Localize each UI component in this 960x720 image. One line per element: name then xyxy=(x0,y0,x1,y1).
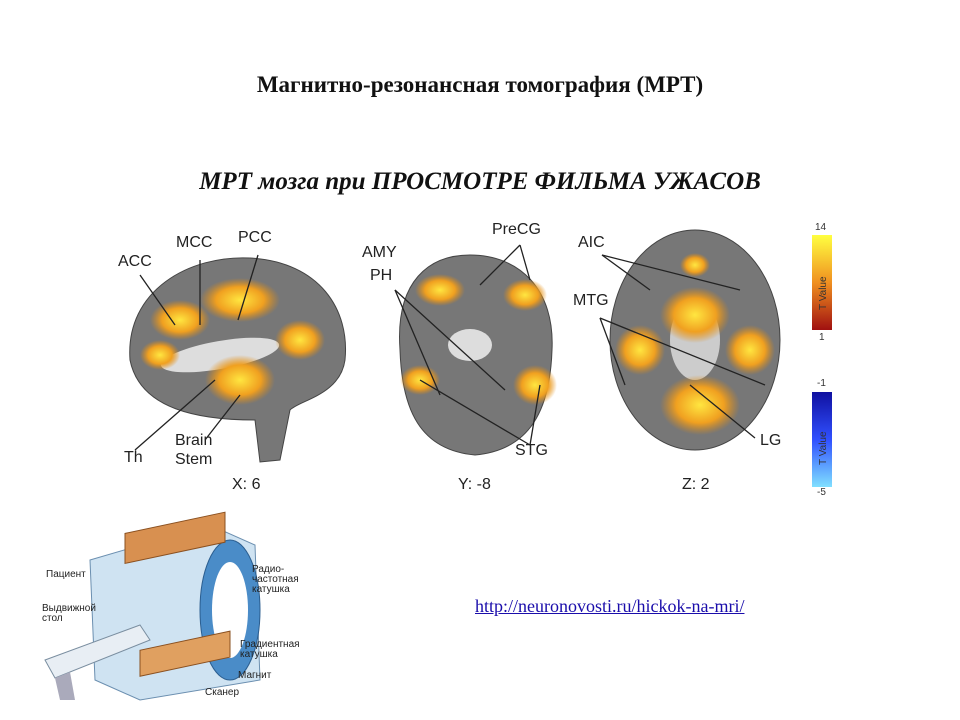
region-label: AIC xyxy=(578,234,605,251)
subtitle: МРТ мозга при ПРОСМОТРЕ ФИЛЬМА УЖАСОВ xyxy=(199,168,761,195)
source-link[interactable]: http://neuronovosti.ru/hickok-na-mri/ xyxy=(475,596,745,616)
title: Магнитно-резонансная томография (МРТ) xyxy=(256,72,704,97)
region-label: Th xyxy=(124,449,143,466)
axial-brain xyxy=(609,229,781,451)
region-label: STG xyxy=(515,442,548,459)
scanner-illustration xyxy=(44,511,261,701)
region-label: ACC xyxy=(118,253,152,270)
colorbar-positive xyxy=(812,235,832,330)
region-label: PH xyxy=(370,267,393,284)
colorbar-min: 1 xyxy=(819,332,825,343)
slice-label: Z: 2 xyxy=(682,476,710,493)
region-label: PreCG xyxy=(492,221,541,238)
scanner-label: Магнит xyxy=(238,670,272,681)
scanner-label: Пациент xyxy=(46,569,86,580)
region-label: MCC xyxy=(176,234,213,251)
scanner-label: Выдвижной стол xyxy=(42,603,96,624)
region-label: PCC xyxy=(238,229,272,246)
colorbar-label: T Value xyxy=(818,431,829,465)
region-label: Brain Stem xyxy=(175,432,213,468)
region-label: LG xyxy=(760,432,782,449)
region-label: AMY xyxy=(362,244,397,261)
colorbar-max: 14 xyxy=(815,222,827,233)
scanner-label: Градиентная катушка xyxy=(240,639,300,660)
sagittal-brain xyxy=(129,257,347,463)
scanner-label: Сканер xyxy=(205,687,240,698)
colorbar-min: -5 xyxy=(817,487,826,498)
scanner-label: Радио-частотная катушка xyxy=(252,564,299,595)
pointer-lines xyxy=(134,244,766,451)
colorbar-max: -1 xyxy=(817,378,826,389)
slice-label: Y: -8 xyxy=(458,476,491,493)
colorbar-negative xyxy=(812,392,832,487)
region-label: MTG xyxy=(573,292,609,309)
colorbar-label: T Value xyxy=(818,276,829,310)
slice-label: X: 6 xyxy=(232,476,261,493)
